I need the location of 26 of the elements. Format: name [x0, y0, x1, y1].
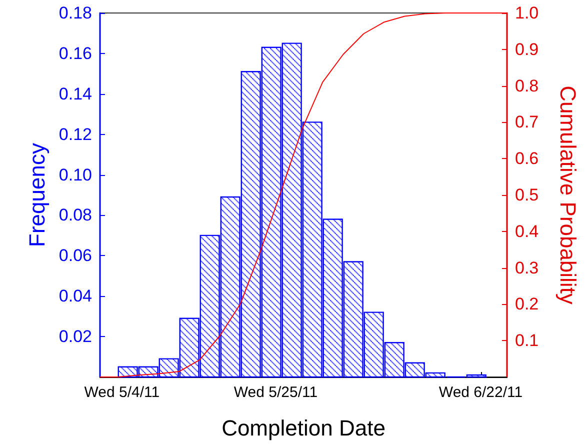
y2-tick-label: 1.0 — [515, 4, 539, 22]
y-tick-label: 0.12 — [58, 124, 92, 144]
y2-tick-label: 0.9 — [515, 40, 539, 59]
x-tick-label: Wed 5/25/11 — [234, 384, 318, 401]
y2-tick-label: 0.4 — [515, 222, 539, 241]
y2-tick-label: 0.1 — [515, 331, 539, 350]
y-tick-label: 0.10 — [58, 165, 92, 184]
y-tick-label: 0.06 — [58, 246, 92, 266]
y2-tick-label: 0.6 — [515, 149, 539, 168]
y-tick-label: 0.16 — [58, 44, 92, 63]
y-tick-label: 0.18 — [58, 4, 92, 22]
y2-tick-label: 0.5 — [515, 186, 539, 204]
y2-tick-label: 0.3 — [515, 258, 539, 278]
y2-tick-label: 0.2 — [515, 294, 539, 314]
x-tick-label: Wed 6/22/11 — [438, 384, 523, 401]
y2-tick-label: 0.8 — [515, 76, 539, 96]
y2-tick-label: 0.7 — [515, 112, 539, 132]
line-series — [100, 12, 508, 378]
y-tick-label: 0.04 — [58, 286, 92, 306]
y-tick-label: 0.02 — [58, 327, 92, 346]
y-tick-label: 0.14 — [58, 84, 92, 104]
y-axis-title: Frequency — [24, 143, 50, 247]
x-axis-title: Completion Date — [222, 416, 386, 440]
y-tick-label: 0.08 — [58, 206, 92, 225]
x-tick-label: Wed 5/4/11 — [84, 384, 160, 401]
y2-axis-title: Cumulative Probability — [556, 86, 580, 304]
